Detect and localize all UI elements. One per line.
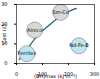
svg-text:Ferrites: Ferrites (18, 50, 37, 56)
svg-text:300: 300 (90, 71, 100, 77)
svg-text:Sm-Co: Sm-Co (52, 9, 68, 15)
svg-text:Nd-Fe-B: Nd-Fe-B (69, 42, 89, 48)
svg-text:0: 0 (15, 71, 18, 77)
svg-text:Alnico: Alnico (27, 27, 42, 33)
svg-text:0: 0 (4, 60, 7, 66)
svg-text:30: 30 (1, 1, 7, 7)
svg-text:Cost (£): Cost (£) (1, 24, 7, 44)
svg-text:20: 20 (1, 20, 8, 27)
svg-text:(BH)max (kJ m⁻³): (BH)max (kJ m⁻³) (34, 73, 77, 79)
